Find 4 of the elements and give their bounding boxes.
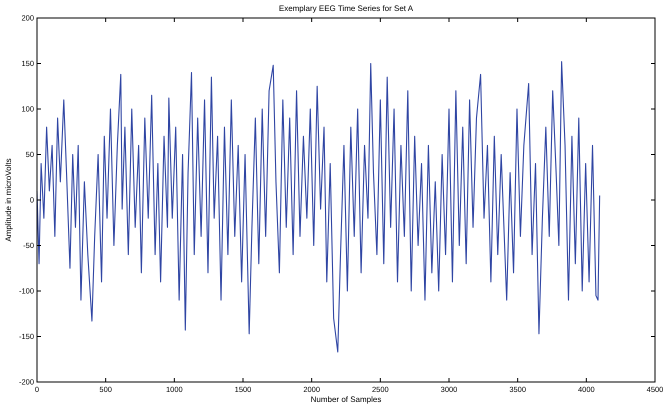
line-series — [36, 61, 600, 353]
chart-title: Exemplary EEG Time Series for Set A — [278, 4, 414, 13]
x-axis-title: Number of Samples — [310, 395, 382, 404]
y-axis-title: Amplitude in microVolts — [4, 158, 13, 242]
